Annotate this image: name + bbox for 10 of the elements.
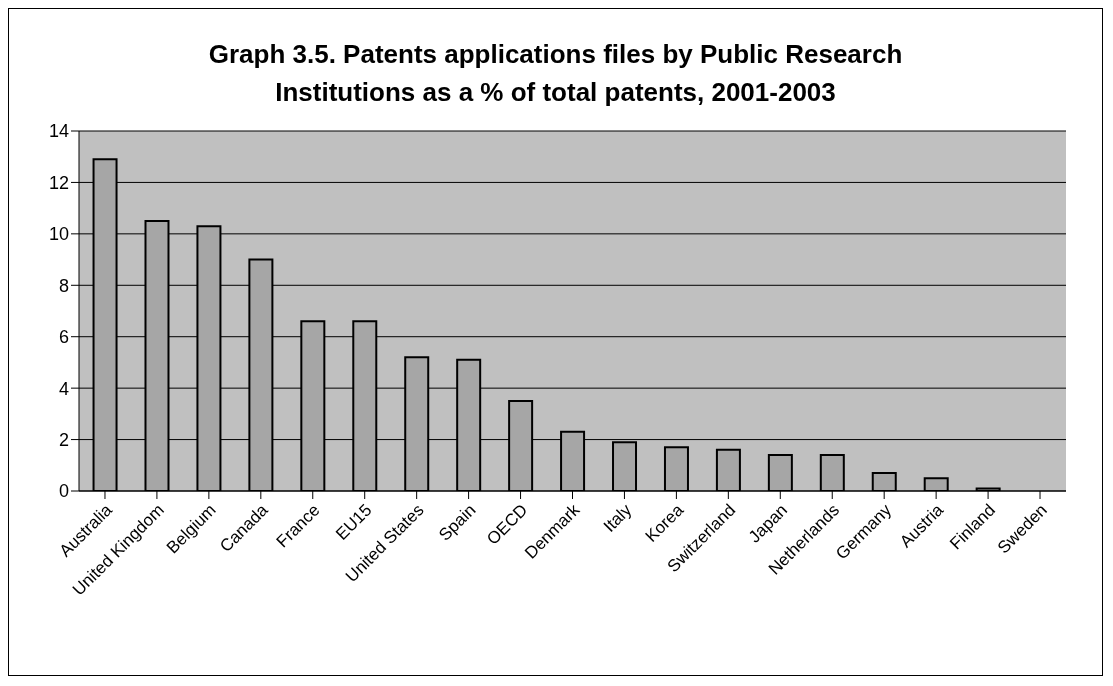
y-tick-label: 14	[48, 121, 69, 142]
x-tick-label: Italy	[599, 500, 636, 536]
y-tick-label: 4	[58, 378, 69, 399]
chart-title: Graph 3.5. Patents applications files by Public Research Institutions as a % of total patents, 2001-2003	[207, 38, 904, 109]
y-tick-label: 8	[58, 275, 69, 296]
y-tick-label: 10	[48, 224, 69, 245]
y-tick-label: 2	[58, 429, 69, 450]
y-tick-label: 12	[48, 172, 69, 193]
y-tick-label: 6	[58, 327, 69, 348]
y-tick-label: 0	[58, 481, 69, 502]
